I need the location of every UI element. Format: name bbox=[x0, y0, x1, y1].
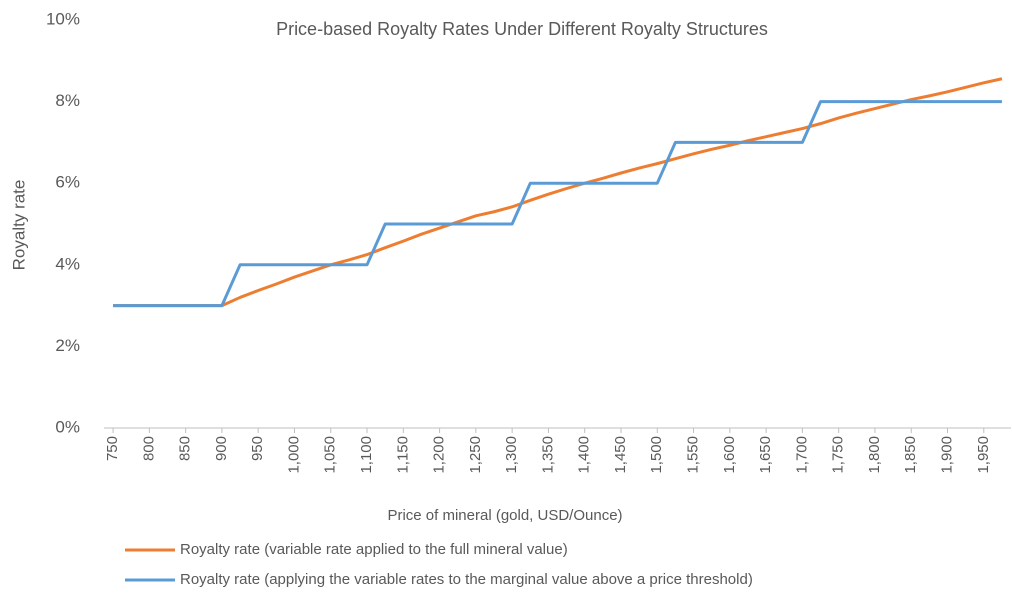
y-tick-label: 0% bbox=[55, 417, 80, 436]
x-tick-label: 1,150 bbox=[394, 436, 411, 474]
y-tick-label: 2% bbox=[55, 336, 80, 355]
x-tick-label: 1,700 bbox=[793, 436, 810, 474]
y-tick-label: 10% bbox=[46, 9, 80, 28]
x-tick-label: 1,250 bbox=[467, 436, 484, 474]
x-tick-label: 1,050 bbox=[322, 436, 339, 474]
y-tick-label: 6% bbox=[55, 173, 80, 192]
x-axis-title: Price of mineral (gold, USD/Ounce) bbox=[387, 507, 622, 524]
x-tick-label: 1,550 bbox=[685, 436, 702, 474]
x-tick-label: 1,950 bbox=[975, 436, 992, 474]
x-tick-label: 1,850 bbox=[902, 436, 919, 474]
legend-label: Royalty rate (variable rate applied to t… bbox=[180, 541, 568, 558]
y-axis-title: Royalty rate bbox=[9, 180, 28, 271]
x-tick-label: 1,100 bbox=[358, 436, 375, 474]
x-tick-label: 1,650 bbox=[757, 436, 774, 474]
x-tick-label: 1,500 bbox=[648, 436, 665, 474]
legend-label: Royalty rate (applying the variable rate… bbox=[180, 571, 753, 588]
x-tick-label: 1,450 bbox=[612, 436, 629, 474]
x-tick-label: 1,800 bbox=[866, 436, 883, 474]
x-tick-label: 850 bbox=[177, 436, 194, 461]
x-tick-label: 1,200 bbox=[431, 436, 448, 474]
x-tick-label: 1,350 bbox=[539, 436, 556, 474]
y-tick-label: 8% bbox=[55, 91, 80, 110]
x-tick-label: 950 bbox=[249, 436, 266, 461]
x-tick-label: 1,000 bbox=[285, 436, 302, 474]
x-tick-label: 1,400 bbox=[576, 436, 593, 474]
x-tick-label: 1,750 bbox=[830, 436, 847, 474]
x-tick-label: 1,600 bbox=[721, 436, 738, 474]
x-tick-label: 1,900 bbox=[938, 436, 955, 474]
y-tick-label: 4% bbox=[55, 254, 80, 273]
chart-title: Price-based Royalty Rates Under Differen… bbox=[276, 19, 768, 39]
x-tick-label: 1,300 bbox=[503, 436, 520, 474]
x-tick-label: 800 bbox=[140, 436, 157, 461]
x-tick-label: 750 bbox=[104, 436, 121, 461]
series-line bbox=[113, 100, 1002, 308]
x-tick-label: 900 bbox=[213, 436, 230, 461]
series-line bbox=[113, 77, 1003, 308]
